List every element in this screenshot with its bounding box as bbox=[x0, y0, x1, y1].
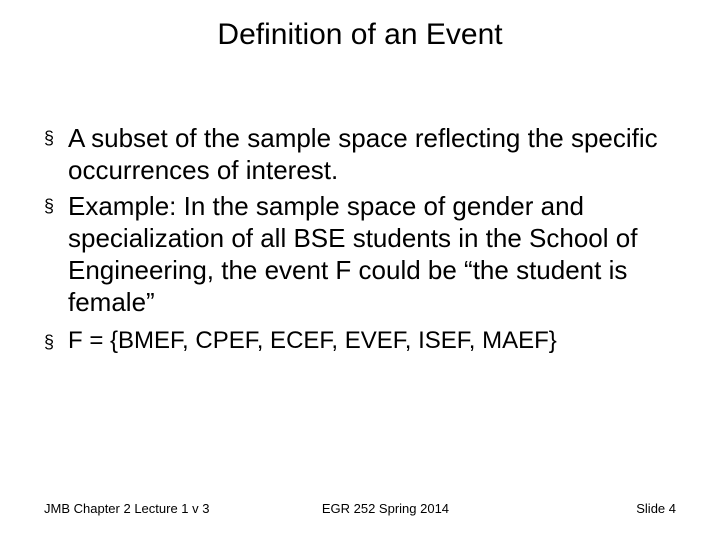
bullet-marker-icon: § bbox=[44, 190, 58, 222]
slide-footer: JMB Chapter 2 Lecture 1 v 3 EGR 252 Spri… bbox=[0, 501, 720, 516]
footer-right: Slide 4 bbox=[636, 501, 676, 516]
bullet-marker-icon: § bbox=[44, 326, 58, 358]
footer-center: EGR 252 Spring 2014 bbox=[322, 501, 449, 516]
bullet-text: A subset of the sample space reflecting … bbox=[68, 122, 676, 186]
bullet-item: § F = {BMEF, CPEF, ECEF, EVEF, ISEF, MAE… bbox=[44, 326, 676, 358]
bullet-text: F = {BMEF, CPEF, ECEF, EVEF, ISEF, MAEF} bbox=[68, 326, 557, 356]
footer-left: JMB Chapter 2 Lecture 1 v 3 bbox=[44, 501, 209, 516]
bullet-item: § A subset of the sample space reflectin… bbox=[44, 122, 676, 186]
bullet-item: § Example: In the sample space of gender… bbox=[44, 190, 676, 318]
bullet-text: Example: In the sample space of gender a… bbox=[68, 190, 676, 318]
slide-body: § A subset of the sample space reflectin… bbox=[0, 122, 720, 358]
slide-container: Definition of an Event § A subset of the… bbox=[0, 0, 720, 540]
slide-title: Definition of an Event bbox=[0, 0, 720, 52]
bullet-marker-icon: § bbox=[44, 122, 58, 154]
